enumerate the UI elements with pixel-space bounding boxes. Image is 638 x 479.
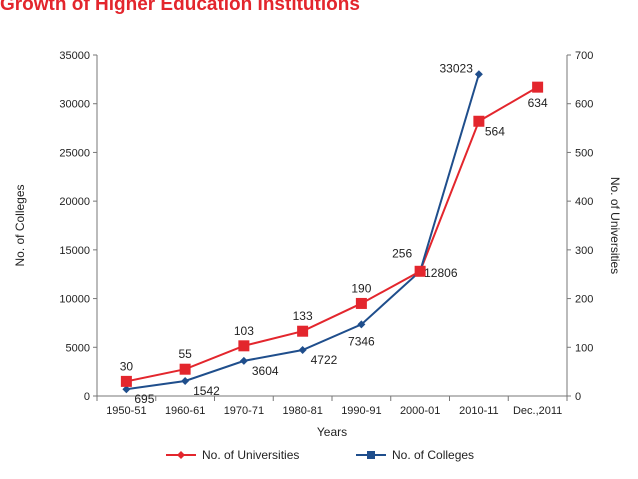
y-left-tick-label: 15000 — [59, 245, 90, 257]
universities-point — [532, 81, 544, 93]
universities-point — [238, 340, 250, 352]
colleges-data-label: 1542 — [193, 384, 220, 398]
universities-line — [126, 86, 539, 383]
y-right-tick-label: 0 — [575, 391, 581, 403]
data-labels: 30 55 103 133 190 256 564 634 695 1542 3604 4722 734… — [120, 61, 548, 406]
colleges-data-label: 695 — [134, 392, 154, 406]
universities-point — [414, 265, 426, 277]
x-axis-label: Years — [317, 425, 347, 439]
y-axis-left-label: No. of Colleges — [13, 184, 27, 266]
universities-data-label: 634 — [528, 96, 548, 110]
universities-point — [473, 115, 485, 127]
universities-data-label: 103 — [234, 324, 254, 338]
universities-point — [297, 325, 309, 337]
y-right-tick-label: 500 — [575, 147, 593, 159]
colleges-data-label: 33023 — [440, 61, 474, 75]
legend-universities-label: No. of Universities — [202, 448, 299, 462]
colleges-data-label: 12806 — [424, 266, 458, 280]
y-right-tick-label: 200 — [575, 294, 593, 306]
universities-data-label: 256 — [392, 246, 412, 260]
universities-data-label: 133 — [293, 309, 313, 323]
legend: No. of Universities No. of Colleges — [166, 448, 474, 462]
legend-colleges-marker — [367, 451, 375, 459]
x-tick-label: 2000-01 — [400, 405, 440, 417]
colleges-data-label: 3604 — [252, 364, 279, 378]
y-left-tick-label: 20000 — [59, 196, 90, 208]
x-tick-label: 1980-81 — [282, 405, 322, 417]
universities-point — [179, 363, 191, 375]
colleges-point — [181, 376, 190, 385]
y-left-tick-label: 5000 — [66, 342, 90, 354]
colleges-point — [298, 345, 307, 354]
universities-data-label: 30 — [120, 359, 134, 373]
y-right-tick-label: 100 — [575, 342, 593, 354]
universities-data-label: 564 — [485, 124, 505, 138]
colleges-data-label: 7346 — [348, 334, 375, 348]
universities-data-label: 55 — [178, 347, 192, 361]
y-left-tick-label: 25000 — [59, 147, 90, 159]
y-axis-right-label: No. of Universities — [608, 177, 622, 274]
colleges-point — [357, 320, 366, 329]
y-left-tick-label: 10000 — [59, 294, 90, 306]
axes: 0 5000 10000 15000 20000 25000 30000 35000 0 100 2… — [13, 50, 622, 439]
legend-universities-marker — [177, 451, 185, 459]
y-right-tick-label: 700 — [575, 50, 593, 62]
legend-colleges-label: No. of Colleges — [392, 448, 474, 462]
colleges-point — [122, 385, 131, 394]
series-markers — [120, 70, 544, 394]
universities-data-label: 190 — [351, 281, 371, 295]
colleges-line — [126, 73, 480, 391]
y-left-tick-label: 30000 — [59, 99, 90, 111]
y-left-tick-label: 0 — [84, 391, 90, 403]
chart-title: Growth of Higher Education Institutions — [0, 0, 360, 15]
y-right-tick-label: 400 — [575, 196, 593, 208]
y-right-tick-label: 300 — [575, 245, 593, 257]
x-tick-label: Dec.,2011 — [513, 405, 562, 417]
y-right-tick-label: 600 — [575, 99, 593, 111]
colleges-data-label: 4722 — [311, 353, 338, 367]
x-tick-label: 1970-71 — [224, 405, 264, 417]
x-tick-label: 2010-11 — [459, 405, 499, 417]
colleges-point — [474, 70, 483, 79]
universities-point — [120, 375, 132, 387]
colleges-point — [239, 356, 248, 365]
x-tick-label: 1950-51 — [106, 405, 146, 417]
y-left-tick-label: 35000 — [59, 50, 90, 62]
x-tick-label: 1990-91 — [341, 405, 381, 417]
universities-point — [355, 297, 367, 309]
x-tick-label: 1960-61 — [165, 405, 205, 417]
